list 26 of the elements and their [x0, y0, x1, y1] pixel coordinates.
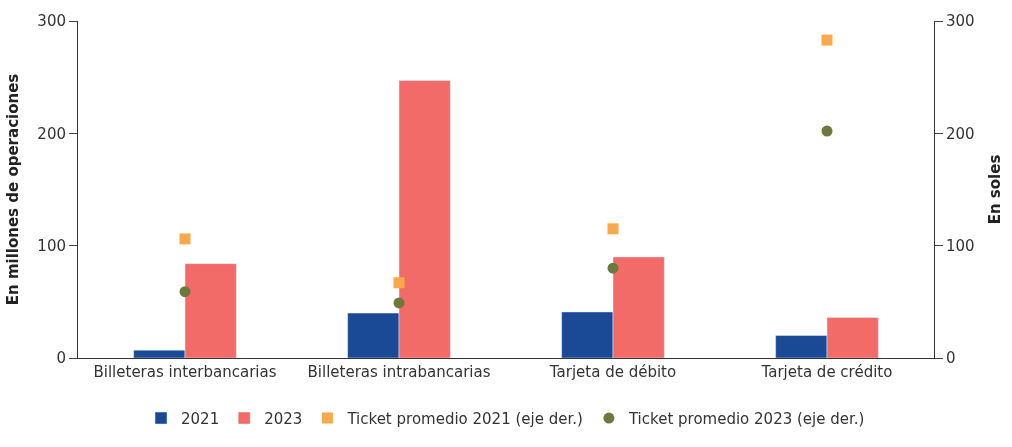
point — [393, 297, 405, 309]
x-tick-label: Tarjeta de débito — [548, 363, 677, 381]
y-axis-title: En millones de operaciones — [3, 73, 22, 306]
y-tick-label: 0 — [56, 349, 66, 368]
point — [179, 286, 191, 298]
point — [821, 34, 833, 46]
point — [607, 262, 619, 274]
point — [393, 277, 405, 289]
legend-label: Ticket promedio 2023 (eje der.) — [627, 409, 865, 428]
x-tick-label: Billeteras intrabancarias — [307, 363, 491, 381]
y2-tick-label: 200 — [946, 124, 975, 143]
legend-label: 2023 — [264, 409, 303, 428]
point — [607, 223, 619, 235]
point — [179, 233, 191, 245]
y2-tick-label: 300 — [946, 12, 975, 31]
y2-axis-title: En soles — [985, 154, 1004, 225]
x-tick-label: Billeteras interbancarias — [93, 363, 277, 381]
point — [821, 125, 833, 137]
x-tick-label: Tarjeta de crédito — [760, 363, 893, 381]
y-tick-label: 100 — [37, 236, 66, 255]
legend-label: Ticket promedio 2021 (eje der.) — [346, 409, 583, 428]
y2-tick-label: 0 — [946, 349, 956, 368]
y-tick-label: 300 — [37, 12, 66, 31]
y-tick-label: 200 — [37, 124, 66, 143]
y2-tick-label: 100 — [946, 236, 975, 255]
legend-label: 2021 — [181, 409, 220, 428]
